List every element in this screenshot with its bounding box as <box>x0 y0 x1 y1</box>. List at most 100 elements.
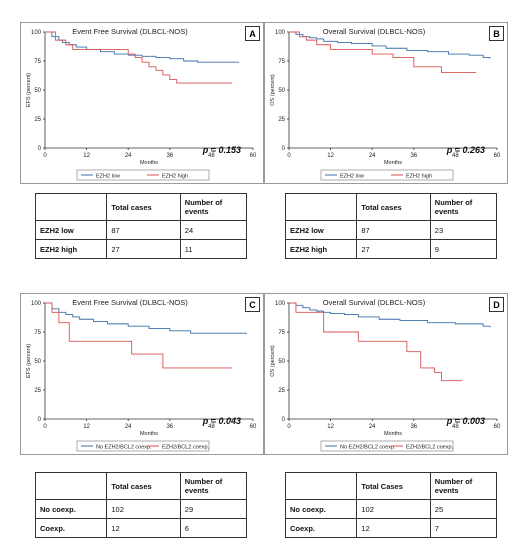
series-line-low <box>45 302 247 335</box>
x-tick-label: 12 <box>83 424 90 430</box>
x-tick-label: 60 <box>250 424 257 430</box>
total-cases: 12 <box>356 518 431 538</box>
legend-label: EZH2/BCL2 coexp. <box>162 444 210 450</box>
row-label: EZH2 low <box>34 220 108 240</box>
km-plot-c: 0 25 50 75 100 0 12 24 36 48 60 Months EFS (percent)… <box>26 301 257 452</box>
table-row: EZH2 low 87 23 <box>284 220 498 240</box>
x-tick-label: 12 <box>327 153 334 159</box>
km-plot-a: 0 25 50 75 100 0 12 24 36 48 60 Months EFS (percent)… <box>26 30 257 181</box>
col-header-events: Number of events <box>429 472 498 500</box>
y-tick-label: 100 <box>275 301 286 307</box>
col-header-events: Number of events <box>179 193 248 221</box>
y-tick-label: 50 <box>278 359 285 365</box>
x-tick-label: 0 <box>43 153 47 159</box>
total-cases: 12 <box>106 518 181 538</box>
legend-label: No EZH2/BCL2 coexp. <box>96 444 152 450</box>
x-tick-label: 0 <box>287 153 291 159</box>
y-tick-label: 75 <box>34 59 41 65</box>
p-value: p = 0.263 <box>446 145 485 155</box>
y-tick-label: 100 <box>31 30 42 36</box>
x-tick-label: 36 <box>166 153 173 159</box>
y-tick-label: 0 <box>38 146 42 152</box>
x-tick-label: 24 <box>369 153 376 159</box>
legend-label: No EZH2/BCL2 coexp. <box>340 444 396 450</box>
y-axis-label: EFS (percent) <box>26 344 32 378</box>
row-label: No coexp. <box>34 499 108 519</box>
series-line-high <box>289 31 477 74</box>
y-tick-label: 75 <box>34 330 41 336</box>
series-line-low <box>289 31 491 59</box>
events: 7 <box>429 518 498 538</box>
x-tick-label: 36 <box>166 424 173 430</box>
table-header-row: Total cases Number of events <box>34 193 248 221</box>
col-header-total: Total Cases <box>356 472 431 500</box>
total-cases: 102 <box>106 499 181 519</box>
p-value: p = 0.003 <box>446 416 485 426</box>
chart-panel-d: 0 25 50 75 100 0 12 24 36 48 60 Months OS (percent) N… <box>264 293 508 455</box>
legend-label: EZH2 low <box>340 173 364 179</box>
col-header-events: Number of events <box>179 472 248 500</box>
x-tick-label: 48 <box>208 424 215 430</box>
x-tick-label: 24 <box>125 424 132 430</box>
events: 6 <box>179 518 248 538</box>
y-axis-label: OS (percent) <box>270 345 276 377</box>
panel-letter: A <box>245 26 260 41</box>
y-tick-label: 100 <box>31 301 42 307</box>
col-header-total: Total cases <box>106 472 181 500</box>
y-tick-label: 50 <box>34 88 41 94</box>
events: 11 <box>179 239 248 259</box>
table-row: No coexp. 102 29 <box>34 499 248 519</box>
y-tick-label: 75 <box>278 59 285 65</box>
total-cases: 27 <box>356 239 431 259</box>
row-label: EZH2 high <box>34 239 108 259</box>
row-label: Coexp. <box>284 518 358 538</box>
y-tick-label: 25 <box>278 388 285 394</box>
summary-table-a: Total cases Number of events EZH2 low 87… <box>34 193 248 259</box>
events: 25 <box>429 499 498 519</box>
row-label: EZH2 high <box>284 239 358 259</box>
legend-box <box>76 440 210 452</box>
x-tick-label: 48 <box>452 153 459 159</box>
chart-panel-b: 0 25 50 75 100 0 12 24 36 48 60 Months OS (percent) E… <box>264 22 508 184</box>
chart-panel-a: 0 25 50 75 100 0 12 24 36 48 60 Months EFS (percent)… <box>20 22 264 184</box>
row-label: EZH2 low <box>284 220 358 240</box>
y-tick-label: 100 <box>275 30 286 36</box>
summary-table-c: Total cases Number of events No coexp. 1… <box>34 472 248 538</box>
events: 29 <box>179 499 248 519</box>
table-header-row: Total Cases Number of events <box>284 472 498 500</box>
chart-title: Event Free Survival (DLBCL-NOS) <box>72 27 188 36</box>
x-tick-label: 24 <box>125 153 132 159</box>
panel-letter: D <box>489 297 504 312</box>
x-tick-label: 36 <box>410 153 417 159</box>
x-axis-label: Months <box>140 431 158 437</box>
row-label: No coexp. <box>284 499 358 519</box>
y-axis-label: EFS (percent) <box>26 73 32 107</box>
total-cases: 27 <box>106 239 181 259</box>
y-tick-label: 25 <box>278 117 285 123</box>
legend-box <box>76 169 210 181</box>
y-tick-label: 0 <box>282 417 286 423</box>
y-tick-label: 25 <box>34 117 41 123</box>
km-plot-d: 0 25 50 75 100 0 12 24 36 48 60 Months OS (percent) N… <box>270 301 501 452</box>
legend-label: EZH2 high <box>162 173 188 179</box>
x-tick-label: 60 <box>494 424 501 430</box>
table-row: EZH2 high 27 11 <box>34 239 248 259</box>
col-header-events: Number of events <box>429 193 498 221</box>
y-tick-label: 0 <box>38 417 42 423</box>
summary-table-b: Total cases Number of events EZH2 low 87… <box>284 193 498 259</box>
events: 24 <box>179 220 248 240</box>
total-cases: 87 <box>106 220 181 240</box>
p-value: p = 0.153 <box>202 145 241 155</box>
legend-box <box>320 169 454 181</box>
x-tick-label: 36 <box>410 424 417 430</box>
series-line-high <box>45 31 233 84</box>
x-tick-label: 0 <box>287 424 291 430</box>
series-line-high <box>45 302 233 369</box>
legend-label: EZH2 high <box>406 173 432 179</box>
legend-label: EZH2 low <box>96 173 120 179</box>
series-line-high <box>289 302 463 382</box>
x-tick-label: 12 <box>327 424 334 430</box>
table-row: Coexp. 12 7 <box>284 518 498 538</box>
y-tick-label: 75 <box>278 330 285 336</box>
y-tick-label: 0 <box>282 146 286 152</box>
